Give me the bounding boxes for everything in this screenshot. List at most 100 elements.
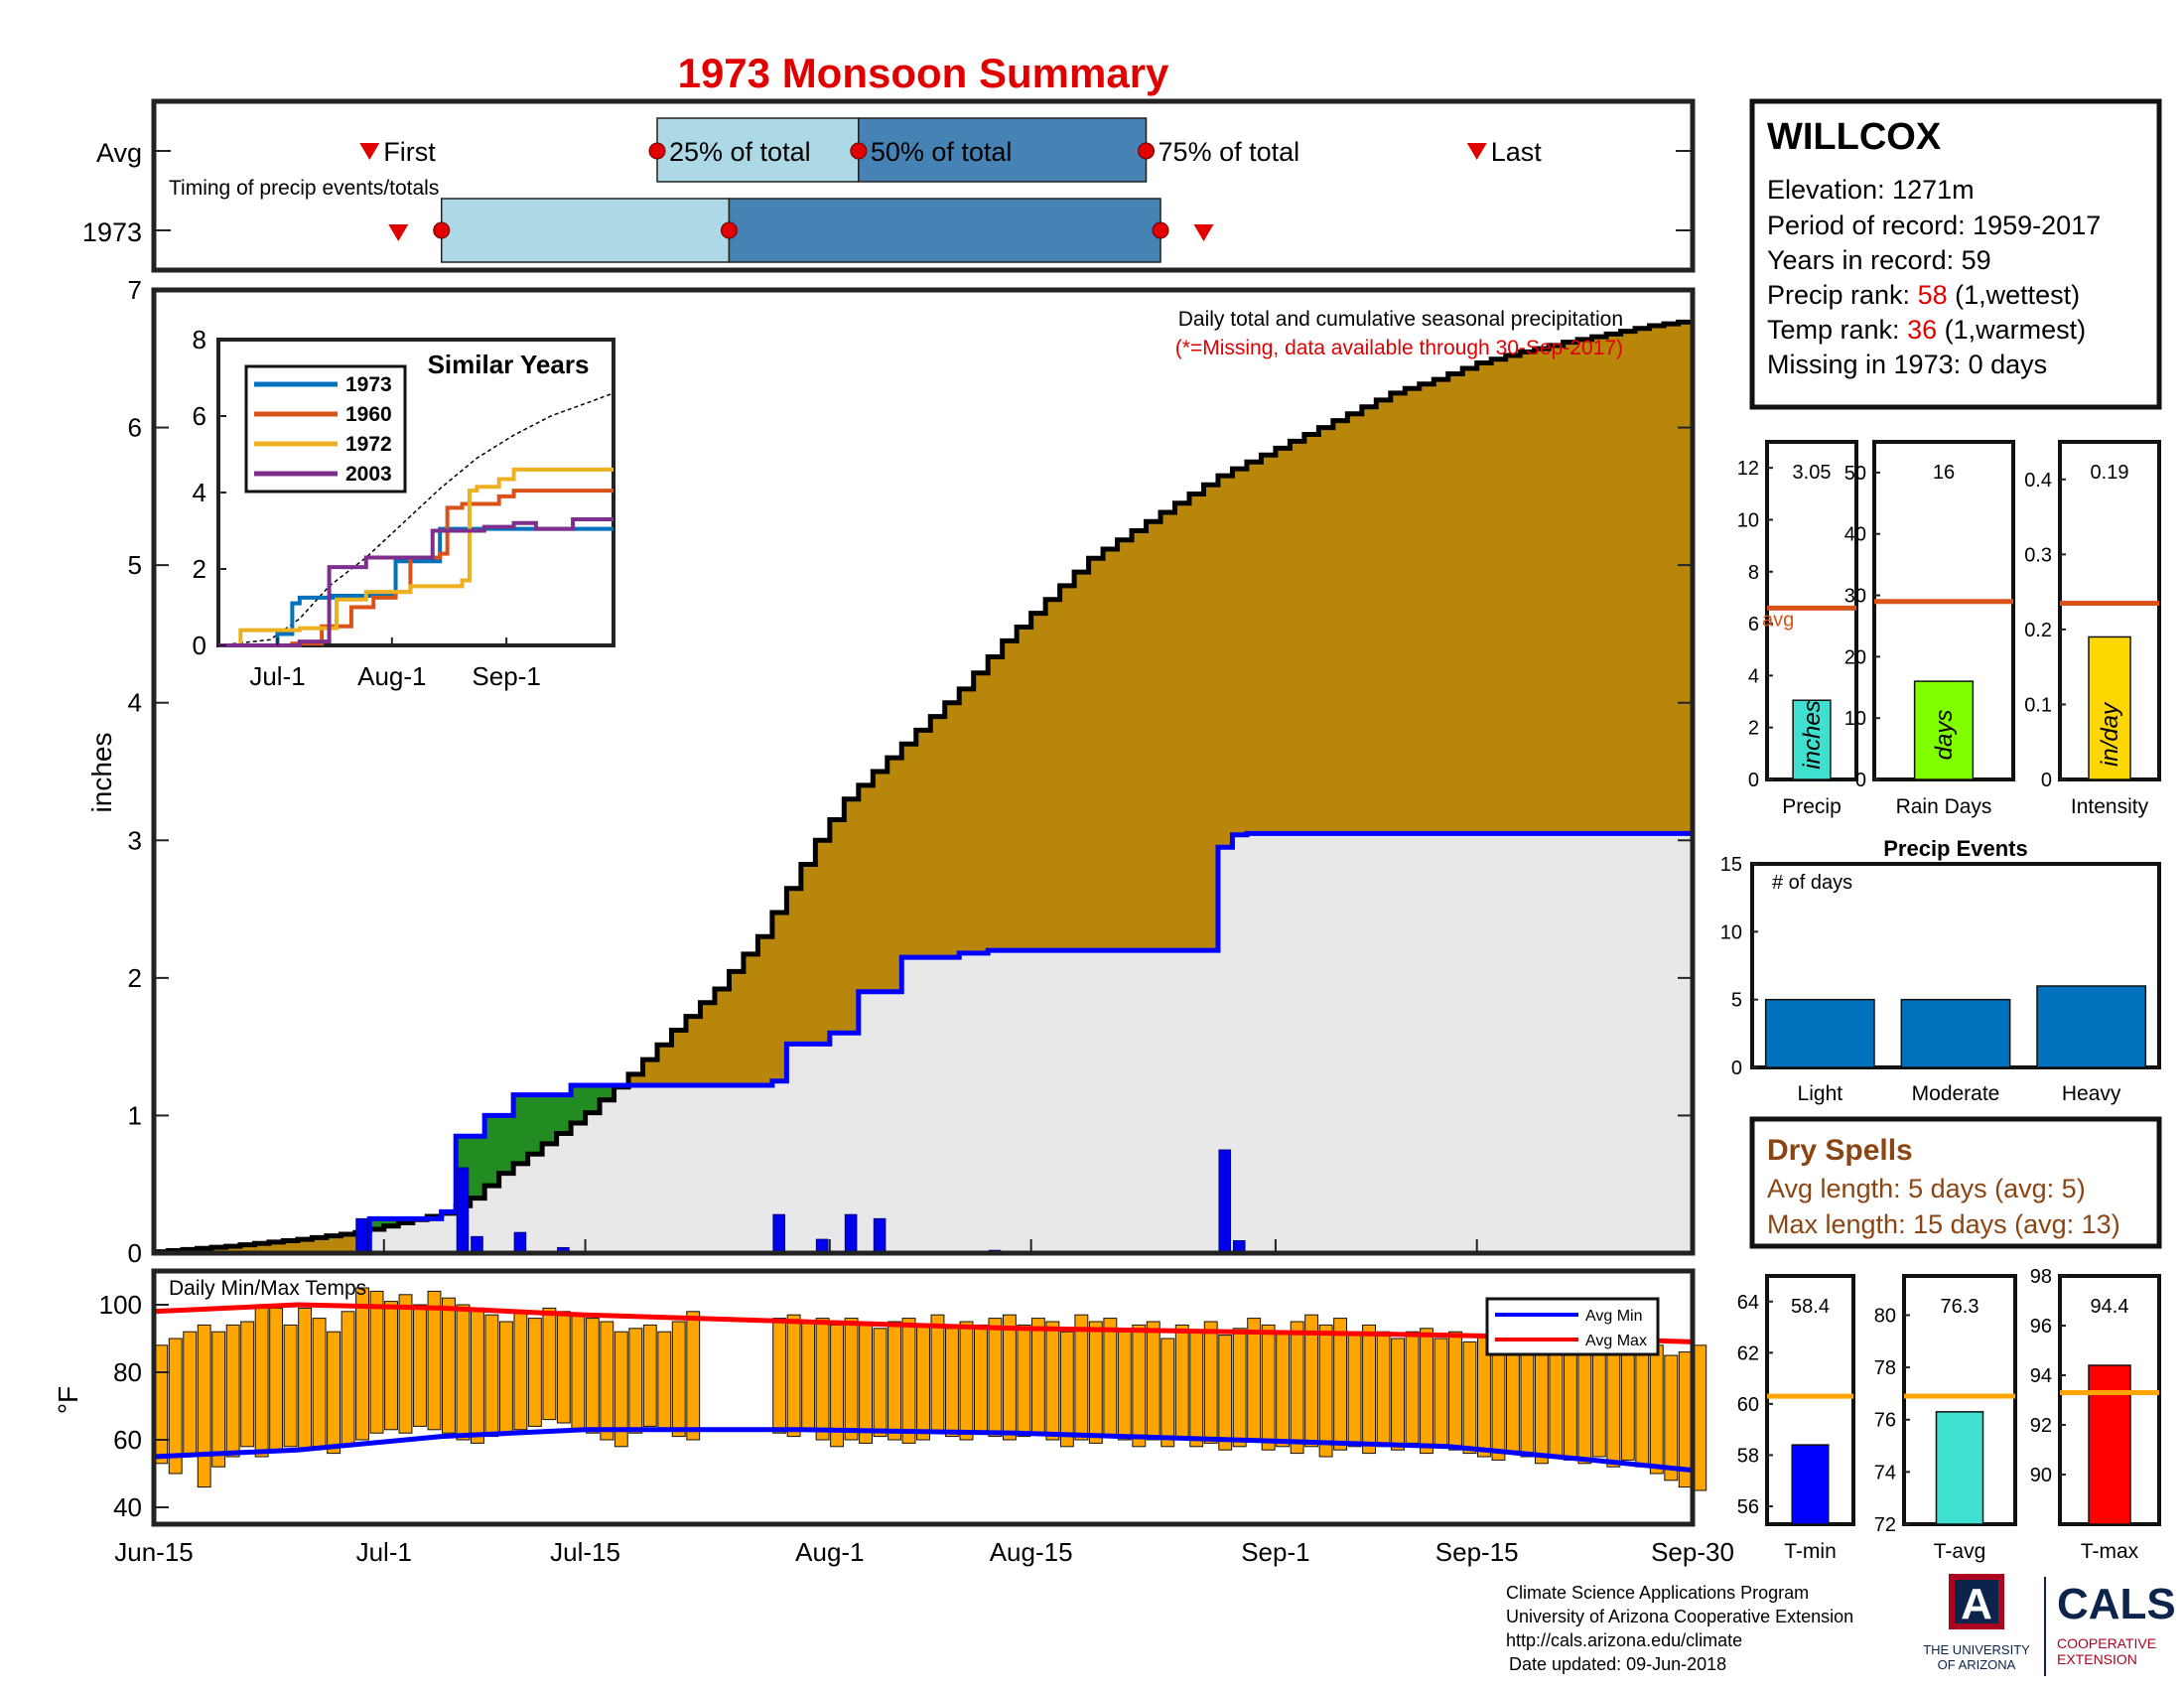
daily-temp-range-bar <box>1347 1331 1362 1448</box>
daily-temp-range-bar <box>1189 1331 1204 1448</box>
stat-y-tick-label: 0 <box>1855 770 1866 791</box>
below-average-deficit-bar <box>1476 362 1492 834</box>
below-average-deficit-bar <box>1303 434 1319 834</box>
stat-y-tick-label: 76 <box>1874 1410 1896 1432</box>
dry-spells-frame <box>1749 1116 2162 1249</box>
stat-value-label-Precip: 3.05 <box>1793 462 1832 484</box>
below-average-deficit-bar <box>642 1059 658 1085</box>
daily-temp-range-bar <box>1074 1314 1089 1441</box>
daily-temp-range-bar <box>413 1304 427 1427</box>
stat-y-tick-label: 94 <box>2030 1365 2052 1387</box>
daily-temp-range-bar <box>527 1318 542 1427</box>
events-bar-Moderate <box>1900 998 2011 1068</box>
university-of-arizona-logo: A THE UNIVERSITY OF ARIZONA <box>1923 1574 2030 1672</box>
precip-y-tick-label: 4 <box>128 688 142 718</box>
inset-x-tick-label: Aug-1 <box>357 661 426 691</box>
below-average-deficit-bar <box>1520 352 1536 834</box>
station-years: Years in record: 59 <box>1767 245 1991 275</box>
below-average-deficit-bar <box>341 1233 356 1253</box>
below-average-deficit-bar <box>671 1030 687 1085</box>
daily-temp-range-bar <box>815 1318 830 1441</box>
inset-x-tick-label: Jul-1 <box>249 661 305 691</box>
daily-temp-range-bar <box>197 1324 211 1488</box>
below-average-deficit-bar <box>1635 328 1651 834</box>
below-average-deficit-bar <box>326 1235 341 1253</box>
footer: Climate Science Applications Program Uni… <box>1506 1574 2176 1676</box>
daily-temp-range-bar <box>154 1344 169 1465</box>
temps-panel: 40 60 80 100 Daily Min/Max Temps °F Avg Min… <box>53 1268 1707 1527</box>
date-tick-label: Jun-15 <box>114 1537 194 1567</box>
daily-precip-bar <box>873 1217 887 1254</box>
daily-precip-bar <box>456 1167 470 1254</box>
temps-y-axis-label: °F <box>53 1386 83 1414</box>
footer-line-3: http://cals.arizona.edu/climate <box>1506 1630 1742 1650</box>
daily-temp-range-bar <box>240 1321 255 1448</box>
daily-temp-range-bar <box>470 1307 484 1444</box>
daily-temp-range-bar <box>901 1318 916 1444</box>
below-average-deficit-bar <box>973 672 989 953</box>
inset-legend-frame <box>244 364 407 494</box>
below-average-deficit-bar <box>887 758 902 992</box>
observed-cumulative-line <box>154 830 1693 1256</box>
below-average-deficit-bar <box>959 688 975 953</box>
year-p50-marker <box>720 221 738 239</box>
avg-p50-marker <box>850 142 868 160</box>
stat-y-tick-label: 0.3 <box>2024 544 2052 566</box>
footer-line-2: University of Arizona Cooperative Extens… <box>1506 1607 1853 1626</box>
events-category-label: Heavy <box>2062 1082 2121 1105</box>
daily-temp-range-bar <box>1606 1344 1621 1468</box>
stat-y-tick-label: 20 <box>1844 646 1866 668</box>
below-average-deficit-bar <box>1361 406 1377 834</box>
daily-temp-range-bar <box>1017 1324 1031 1438</box>
cals-logo-line-2: EXTENSION <box>2057 1651 2137 1667</box>
daily-temp-range-bar <box>686 1311 701 1441</box>
daily-temp-range-bar <box>1693 1344 1707 1491</box>
below-average-deficit-bar <box>858 784 874 992</box>
precip-y-tick-label: 7 <box>128 275 142 305</box>
below-average-deficit-bar <box>297 1239 313 1253</box>
below-average-deficit-bar <box>1447 373 1463 834</box>
above-average-surplus-bar <box>542 1094 558 1144</box>
stat-y-tick-label: 10 <box>1844 708 1866 730</box>
below-average-deficit-bar <box>700 1002 716 1085</box>
inset-legend-label-2003: 2003 <box>345 463 392 486</box>
daily-temp-range-bar <box>930 1314 945 1434</box>
below-average-deficit-bar <box>1606 334 1622 834</box>
stat-y-tick-label: 96 <box>2030 1316 2052 1338</box>
daily-precip-bar <box>513 1231 527 1254</box>
daily-temp-range-bar <box>1620 1338 1635 1461</box>
events-title: Precip Events <box>1883 836 2028 861</box>
precip-y-tick-label: 5 <box>128 550 142 580</box>
daily-temp-range-bar <box>183 1331 198 1458</box>
daily-temp-range-bar <box>786 1314 801 1438</box>
daily-temp-range-bar <box>859 1324 873 1444</box>
daily-temp-range-bar <box>585 1318 600 1434</box>
stat-y-tick-label: 60 <box>1737 1394 1759 1416</box>
daily-temp-range-bar <box>1520 1344 1535 1458</box>
precip-y-ticks: 0 1 2 3 4 5 6 7 <box>128 275 1694 1268</box>
daily-temp-range-bar <box>1276 1331 1291 1448</box>
daily-temp-range-bar <box>1218 1335 1233 1451</box>
below-average-deficit-bar <box>1549 345 1565 834</box>
below-average-deficit-bar <box>944 702 960 958</box>
below-average-deficit-bar <box>685 1016 702 1085</box>
inset-y-tick-label: 2 <box>193 554 206 584</box>
inset-legend: 1973 1960 1972 2003 <box>244 364 407 494</box>
precip-y-tick-label: 0 <box>128 1238 142 1268</box>
ua-logo-letter: A <box>1961 1580 1992 1628</box>
inset-legend-label-1973: 1973 <box>345 373 392 396</box>
daily-temp-range-bar <box>398 1294 413 1434</box>
below-average-deficit-bar <box>1045 599 1061 951</box>
daily-temp-range-bar <box>1132 1324 1147 1448</box>
daily-precip-bar <box>1218 1149 1232 1254</box>
above-average-surplus-bar <box>585 1084 601 1113</box>
year-50-75-box <box>728 198 1161 263</box>
footer-line-1: Climate Science Applications Program <box>1506 1583 1809 1603</box>
above-average-surplus-bar <box>556 1094 572 1134</box>
below-average-deficit-bar <box>210 1247 227 1253</box>
timing-row-label-avg: Avg <box>96 138 142 168</box>
daily-temp-range-bar <box>1304 1314 1319 1448</box>
below-average-deficit-bar <box>1332 420 1348 834</box>
